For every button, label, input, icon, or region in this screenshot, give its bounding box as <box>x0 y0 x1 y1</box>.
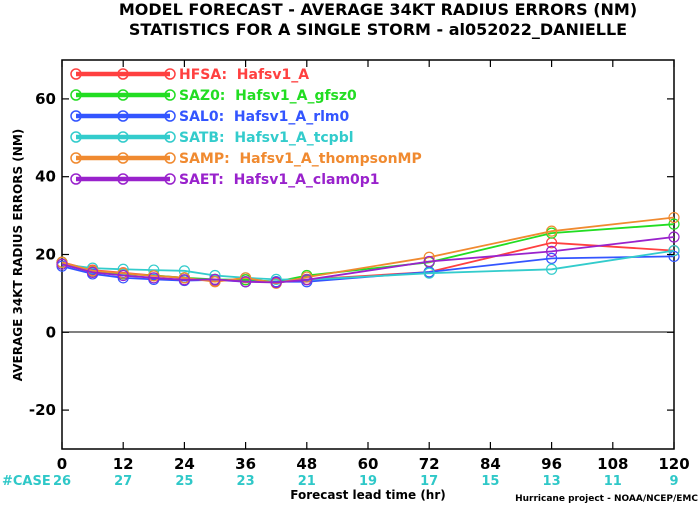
x-tick-label: 120 <box>658 455 689 473</box>
x-tick-label: 36 <box>235 455 256 473</box>
legend-label: SAL0: Hafsv1_A_rlm0 <box>179 109 350 125</box>
legend-marker <box>117 89 129 101</box>
x-tick-label: 108 <box>597 455 628 473</box>
data-point <box>270 276 282 289</box>
data-point <box>117 269 129 282</box>
data-point <box>668 231 680 243</box>
legend-marker <box>70 89 82 101</box>
legend-marker <box>164 131 176 143</box>
legend-label: SAMP: Hafsv1_A_thompsonMP <box>179 151 422 167</box>
legend-marker <box>164 173 176 185</box>
chart-title: MODEL FORECAST - AVERAGE 34KT RADIUS ERR… <box>119 0 637 19</box>
data-point <box>209 269 221 282</box>
y-tick-label: 20 <box>35 246 56 264</box>
data-point <box>209 273 221 285</box>
x-axis-label: Forecast lead time (hr) <box>290 488 446 502</box>
case-count: 26 <box>53 474 71 489</box>
legend-marker <box>70 110 82 122</box>
legend-marker <box>117 173 129 185</box>
y-tick-label: -20 <box>29 401 56 419</box>
data-point <box>148 272 160 284</box>
plot-area <box>61 59 675 450</box>
x-tick-label: 96 <box>541 455 562 473</box>
legend-marker <box>70 68 82 80</box>
data-point <box>545 245 558 257</box>
case-count: 15 <box>481 474 499 489</box>
data-point <box>423 267 435 279</box>
legend-marker <box>164 152 176 164</box>
data-point <box>56 258 68 270</box>
case-counts: 26 27 25 23 21 19 17 15 13 11 9 #CASE <box>2 474 679 489</box>
data-point <box>423 255 435 268</box>
plot-border <box>61 59 675 450</box>
data-point <box>178 265 190 277</box>
legend-marker <box>164 110 176 122</box>
legend-marker <box>117 131 129 143</box>
case-count: 13 <box>543 474 561 489</box>
legend-label: HFSA: Hafsv1_A <box>179 67 309 83</box>
x-tick-label: 24 <box>174 455 195 473</box>
x-tick-label: 12 <box>113 455 134 473</box>
x-tick-label: 0 <box>57 455 67 473</box>
legend-label: SAET: Hafsv1_A_clam0p1 <box>179 172 380 188</box>
legend-marker <box>117 152 129 164</box>
legend-marker <box>164 89 176 101</box>
data-point <box>668 218 680 230</box>
case-count: 21 <box>298 474 316 489</box>
chart-subtitle: STATISTICS FOR A SINGLE STORM - al052022… <box>129 20 627 39</box>
data-point <box>301 274 313 286</box>
legend-marker <box>70 173 82 185</box>
legend-marker <box>164 68 176 80</box>
legend-label: SATB: Hafsv1_A_tcpbl <box>179 130 354 146</box>
series-group <box>56 211 680 289</box>
y-axis-ticks: -20 0 20 40 60 <box>29 90 674 419</box>
x-tick-label: 84 <box>480 455 501 473</box>
case-count: 23 <box>237 474 255 489</box>
data-point <box>301 271 313 283</box>
data-point <box>240 276 252 288</box>
data-point <box>668 211 680 224</box>
credit-text: Hurricane project - NOAA/NCEP/EMC <box>515 494 698 504</box>
data-point <box>545 263 558 275</box>
case-count: 11 <box>604 474 622 489</box>
y-tick-label: 40 <box>35 168 56 186</box>
case-label: #CASE <box>2 474 51 489</box>
legend-marker <box>117 110 129 122</box>
data-point <box>545 252 558 264</box>
data-point <box>86 266 99 278</box>
x-tick-label: 60 <box>358 455 379 473</box>
case-count: 9 <box>669 474 678 489</box>
data-point <box>668 245 680 257</box>
case-count: 19 <box>359 474 377 489</box>
data-point <box>270 273 282 285</box>
y-tick-label: 60 <box>35 90 56 108</box>
x-tick-label: 72 <box>419 455 440 473</box>
y-tick-label: 0 <box>46 323 56 341</box>
case-count: 25 <box>175 474 193 489</box>
legend-marker <box>70 152 82 164</box>
legend-marker <box>117 68 129 80</box>
case-count: 17 <box>420 474 438 489</box>
legend: HFSA: Hafsv1_A SAZ0: Hafsv1_A_gfsz0 SAL0: … <box>70 67 422 188</box>
legend-marker <box>70 131 82 143</box>
y-axis-label: AVERAGE 34KT RADIUS ERRORS (NM) <box>11 129 25 381</box>
x-tick-label: 48 <box>296 455 317 473</box>
data-point <box>545 225 558 237</box>
data-point <box>240 272 252 284</box>
data-point <box>178 274 190 286</box>
legend-label: SAZ0: Hafsv1_A_gfsz0 <box>179 88 357 104</box>
data-point <box>117 263 129 275</box>
case-count: 27 <box>114 474 132 489</box>
x-axis-ticks: 0 12 24 36 48 60 72 84 96 108 120 <box>57 60 690 473</box>
